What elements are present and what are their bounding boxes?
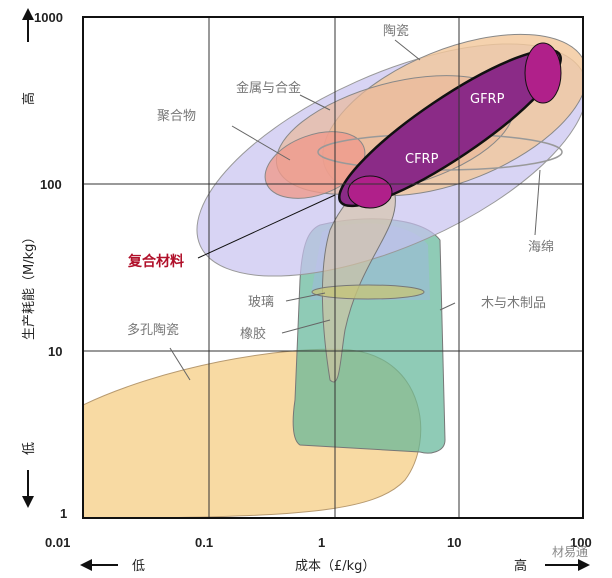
region-gfrp: [524, 42, 562, 104]
arrow-up-icon: [22, 8, 34, 42]
label-gfrp: GFRP: [470, 92, 505, 107]
label-metals: 金属与合金: [236, 80, 301, 96]
y-low-label: 低: [22, 442, 37, 455]
x-axis-label: 成本（£/kg）: [295, 559, 375, 574]
arrow-right-icon: [545, 559, 590, 571]
arrow-left-icon: [80, 559, 118, 571]
plot-frame: [82, 16, 584, 519]
region-cfrp: [347, 175, 393, 209]
y-tick: 100: [40, 177, 62, 192]
label-composites: 复合材料: [127, 253, 184, 270]
label-porous-ceramics: 多孔陶瓷: [127, 322, 179, 338]
leader-lines: [169, 39, 541, 381]
region-glass: [311, 284, 425, 300]
y-high-label: 高: [21, 92, 37, 105]
x-tick: 0.01: [45, 535, 70, 550]
x-tick: 10: [447, 535, 461, 550]
label-polymers: 聚合物: [157, 109, 196, 124]
label-ceramics: 陶瓷: [383, 23, 409, 39]
arrow-down-icon: [22, 470, 34, 508]
y-tick: 1: [60, 506, 67, 521]
x-high-label: 高: [514, 558, 527, 574]
grid: [83, 17, 583, 518]
region-composites: [338, 48, 562, 208]
y-axis-label: 生产耗能（M/kg）: [22, 231, 37, 340]
x-low-label: 低: [132, 559, 145, 574]
label-cfrp: CFRP: [405, 152, 439, 167]
region-polymers: [264, 131, 366, 199]
y-tick: 1000: [34, 10, 63, 25]
x-tick: 100: [570, 535, 592, 550]
x-tick: 1: [318, 535, 325, 550]
label-foam: 海绵: [528, 240, 554, 255]
region-rubber: [321, 182, 396, 383]
label-glass: 玻璃: [248, 295, 274, 310]
watermark: 材易通: [552, 545, 588, 559]
y-tick: 10: [48, 344, 62, 359]
x-tick: 0.1: [195, 535, 213, 550]
label-rubber: 橡胶: [240, 326, 266, 342]
label-wood: 木与木制品: [481, 296, 546, 311]
